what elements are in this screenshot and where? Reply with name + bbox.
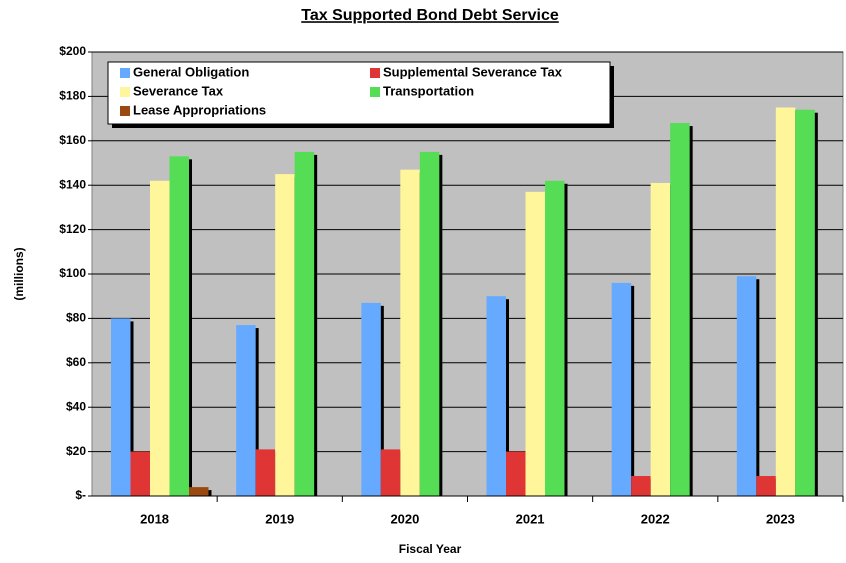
bar [169, 156, 189, 496]
y-tick-label: $140 [59, 177, 86, 191]
x-tick-label: 2021 [516, 511, 545, 526]
bar [670, 123, 690, 496]
bar [111, 318, 131, 496]
bar [150, 180, 170, 496]
bar [756, 476, 776, 496]
bar [631, 476, 651, 496]
bar [506, 451, 526, 496]
legend-swatch [120, 87, 130, 97]
y-tick-label: $60 [66, 355, 86, 369]
bar [236, 325, 256, 496]
bar [419, 151, 440, 496]
x-axis-label: Fiscal Year [399, 542, 462, 556]
y-tick-label: $120 [59, 222, 86, 236]
y-tick-label: $80 [66, 311, 86, 325]
x-tick-label: 2020 [390, 511, 419, 526]
legend-swatch [370, 87, 380, 97]
y-tick-label: $100 [59, 266, 86, 280]
bar [650, 182, 671, 497]
legend-swatch [120, 68, 130, 78]
legend-label: Lease Appropriations [133, 102, 266, 117]
legend-label: Supplemental Severance Tax [383, 64, 563, 79]
y-tick-label: $- [75, 488, 86, 502]
bar [189, 487, 209, 496]
chart-title: Tax Supported Bond Debt Service [301, 7, 559, 24]
bar [275, 174, 295, 496]
y-axis-label: (millions) [12, 247, 26, 300]
y-tick-label: $20 [66, 444, 86, 458]
x-tick-label: 2018 [140, 511, 169, 526]
bar [130, 451, 150, 496]
x-tick-label: 2023 [766, 511, 795, 526]
bar [400, 169, 420, 496]
x-tick-label: 2022 [641, 511, 670, 526]
legend-label: Severance Tax [133, 83, 224, 98]
bar [775, 107, 796, 496]
bar [361, 302, 381, 496]
bar [486, 296, 506, 496]
x-tick-label: 2019 [265, 511, 294, 526]
bar [525, 191, 545, 497]
bar [611, 282, 632, 496]
y-tick-label: $200 [59, 44, 86, 58]
y-tick-label: $180 [59, 89, 86, 103]
legend-swatch [370, 68, 380, 78]
bar [380, 449, 401, 496]
bar [736, 276, 757, 496]
legend-label: General Obligation [133, 64, 249, 79]
legend [107, 61, 611, 125]
legend-label: Transportation [383, 83, 474, 98]
legend-swatch [120, 106, 130, 116]
bar [294, 151, 315, 496]
y-tick-label: $160 [59, 133, 86, 147]
bar [255, 449, 276, 496]
y-tick-label: $40 [66, 399, 86, 413]
bar [545, 180, 565, 496]
bar [795, 109, 815, 496]
